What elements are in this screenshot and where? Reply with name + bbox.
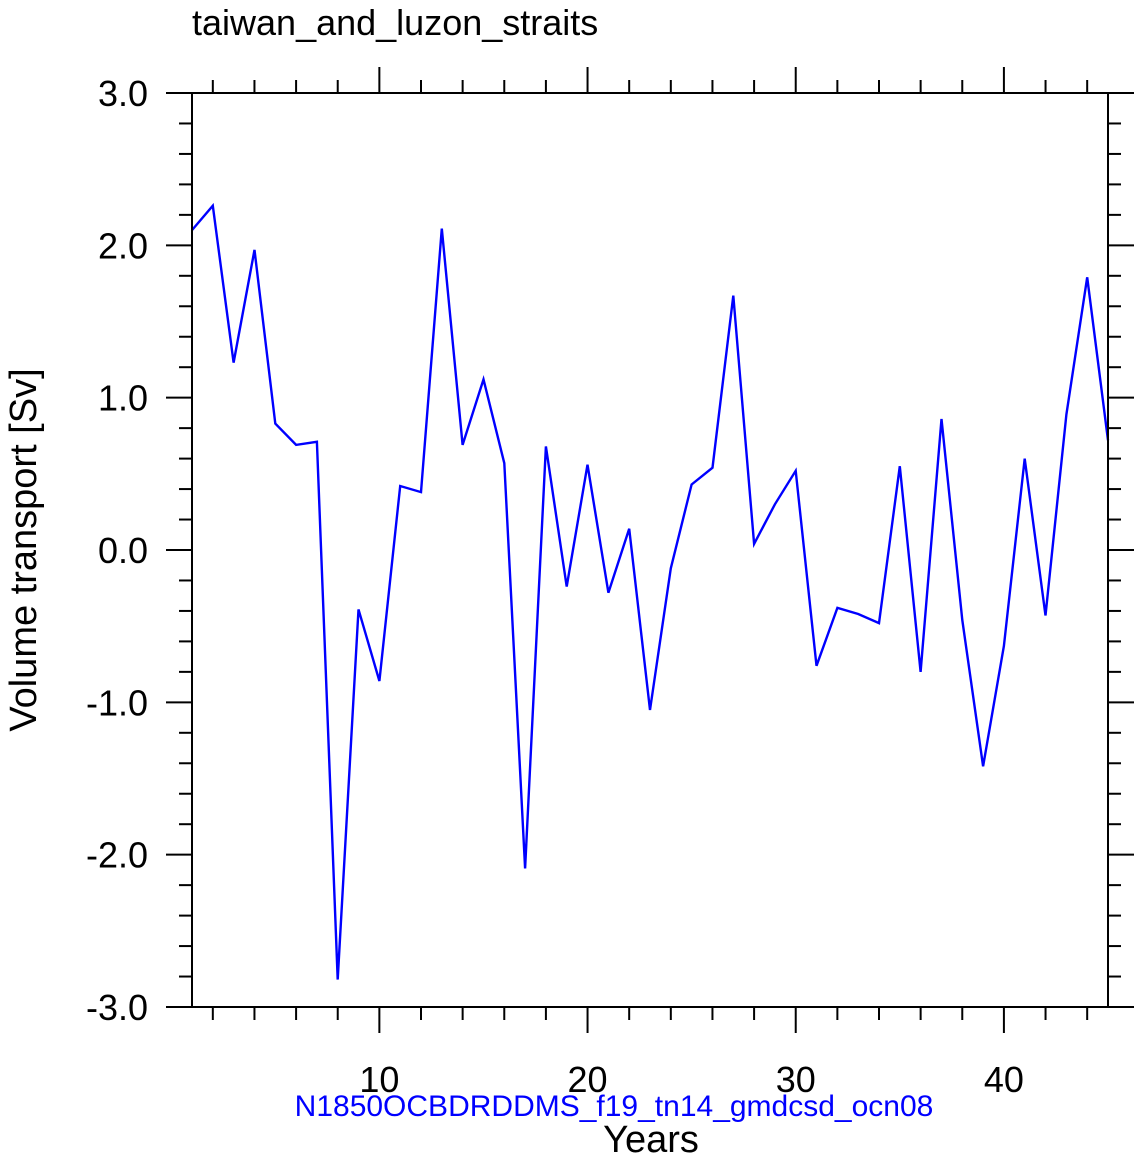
x-tick-label: 20 bbox=[568, 1059, 608, 1100]
y-tick-label: 2.0 bbox=[98, 225, 148, 266]
y-tick-label: -1.0 bbox=[86, 682, 148, 723]
x-tick-label: 40 bbox=[984, 1059, 1024, 1100]
series-line bbox=[191, 202, 1110, 980]
y-tick-label: -2.0 bbox=[86, 835, 148, 876]
y-tick-label: -3.0 bbox=[86, 987, 148, 1028]
case-name-subtitle: N1850OCBDRDDMS_f19_tn14_gmdcsd_ocn08 bbox=[295, 1090, 934, 1123]
tick-labels: 3.0 2.0 1.0 0.0 -1.0 -2.0 -3.0 10 20 30 40 bbox=[86, 73, 1024, 1100]
y-axis-label: Volume transport [Sv] bbox=[3, 368, 45, 731]
x-tick-label: 10 bbox=[359, 1059, 399, 1100]
x-tick-label: 30 bbox=[776, 1059, 816, 1100]
axis-ticks bbox=[166, 67, 1134, 1033]
plot-frame bbox=[191, 92, 1109, 1008]
y-tick-label: 0.0 bbox=[98, 530, 148, 571]
y-tick-label: 3.0 bbox=[98, 73, 148, 114]
x-axis-label: Years bbox=[603, 1119, 699, 1159]
y-tick-label: 1.0 bbox=[98, 378, 148, 419]
chart-title: taiwan_and_luzon_straits bbox=[192, 2, 598, 43]
